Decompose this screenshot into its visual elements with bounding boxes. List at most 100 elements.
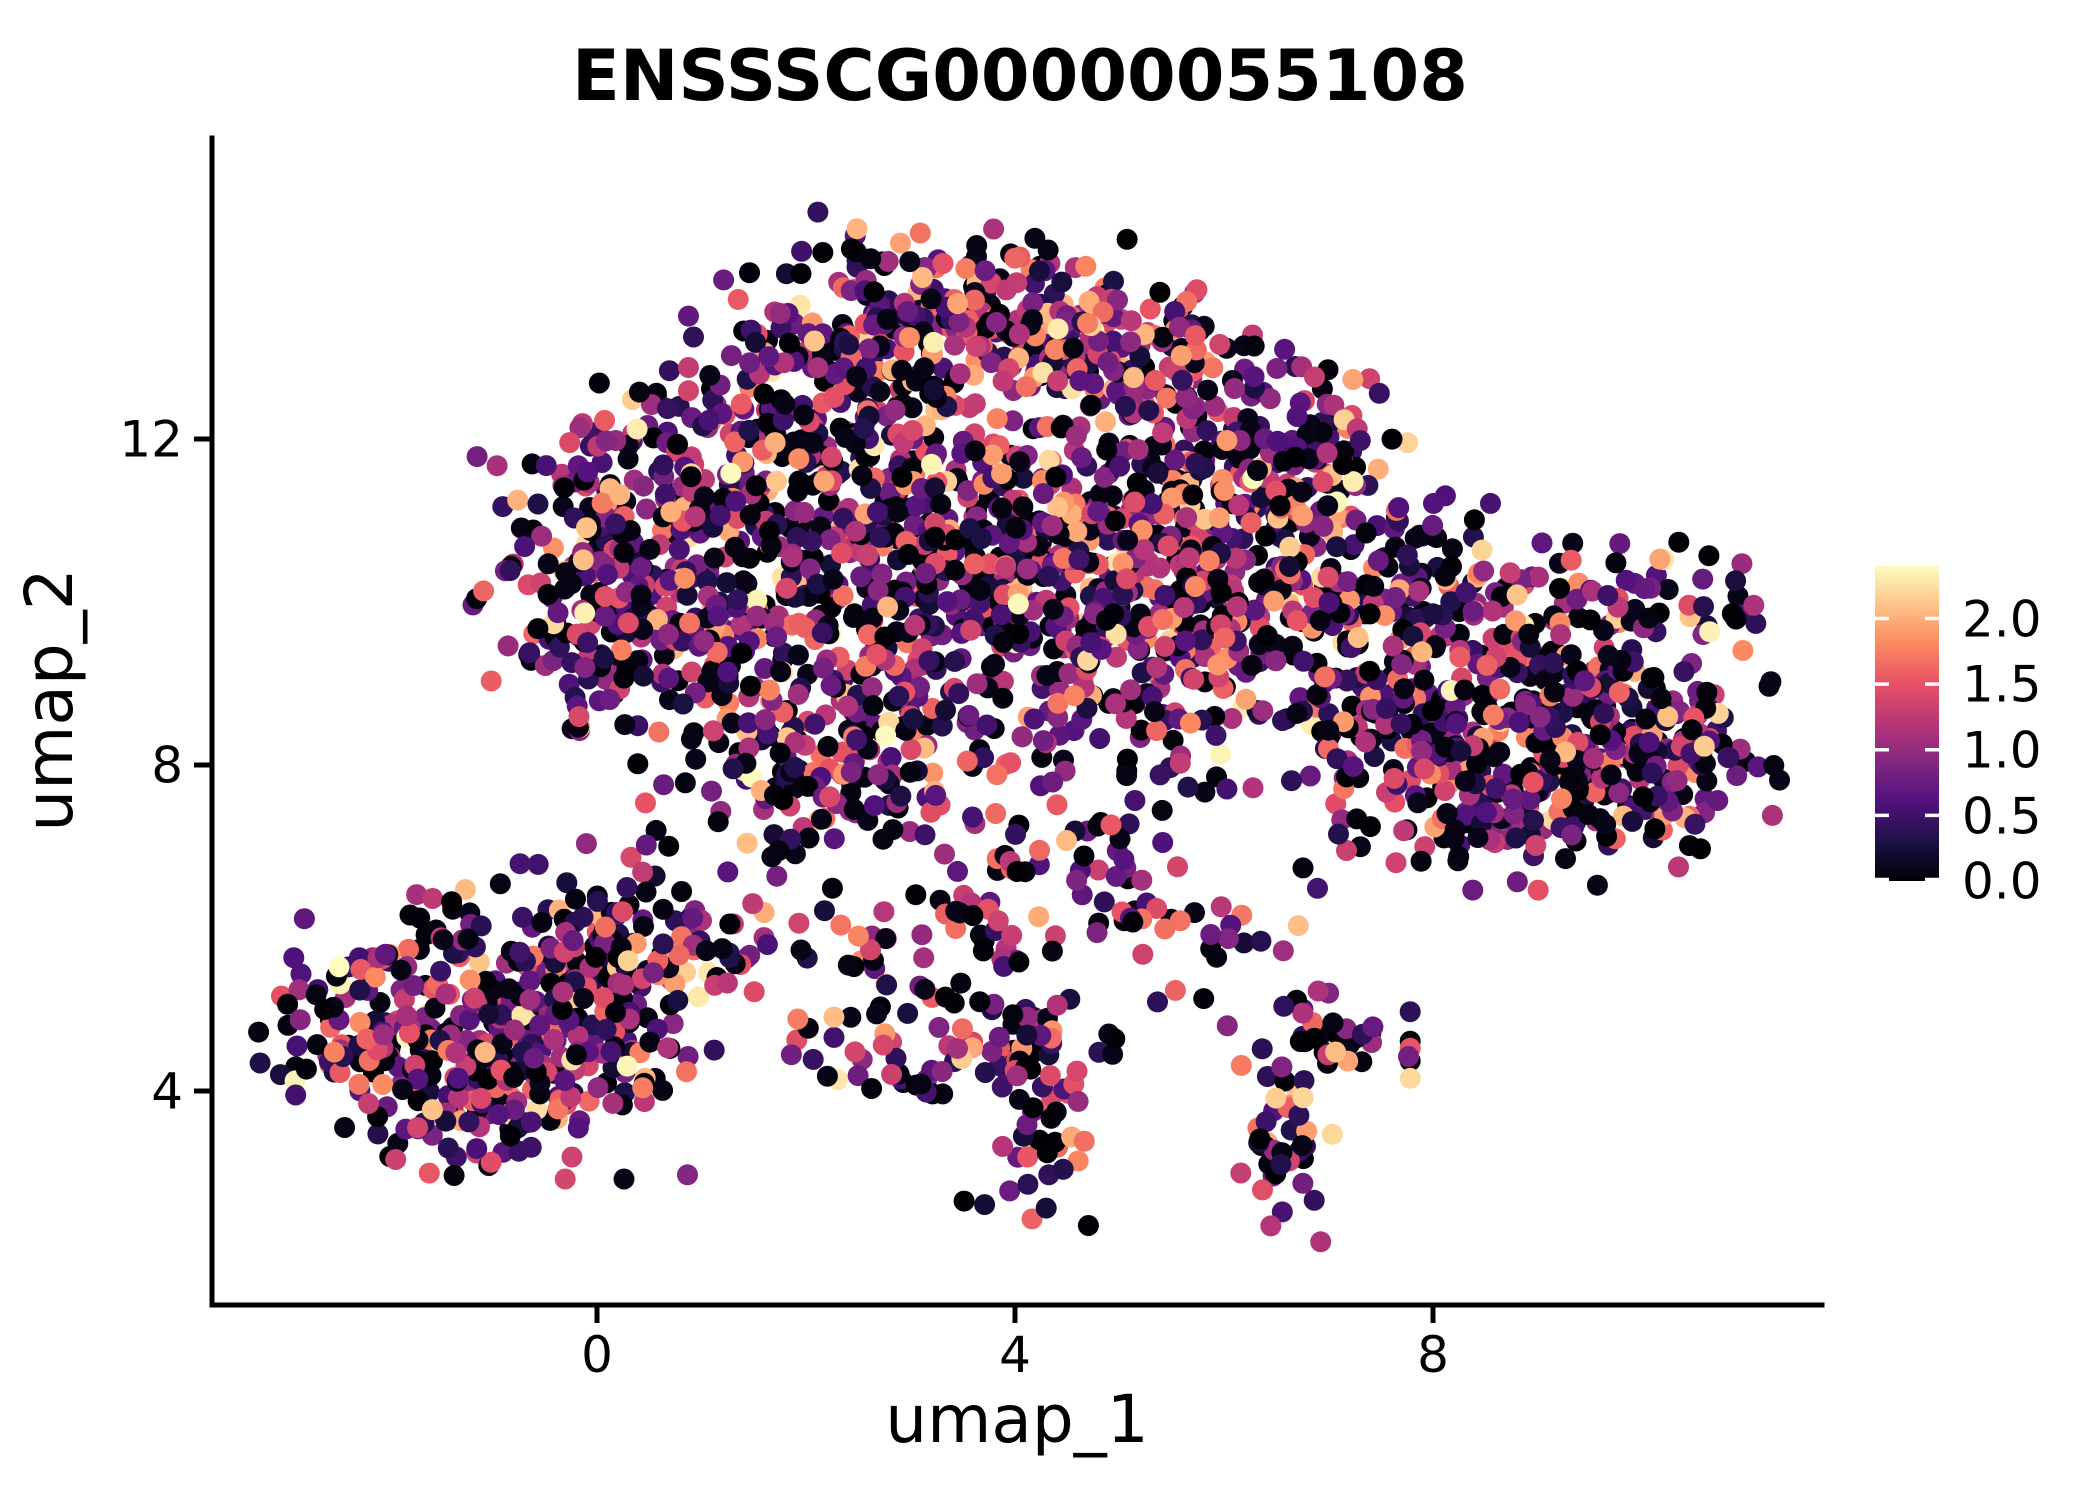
data-point xyxy=(1066,1060,1088,1082)
data-point xyxy=(995,556,1017,578)
data-point xyxy=(766,626,788,648)
data-point xyxy=(1312,471,1334,493)
data-point xyxy=(958,704,980,726)
data-point xyxy=(1046,994,1068,1016)
data-point xyxy=(1038,565,1059,587)
data-point xyxy=(846,729,868,751)
data-point xyxy=(1698,545,1720,567)
data-point xyxy=(1168,316,1190,338)
data-point xyxy=(966,235,988,256)
data-point xyxy=(875,725,897,747)
data-point xyxy=(947,293,969,315)
data-point xyxy=(277,993,299,1015)
data-point xyxy=(1615,569,1637,591)
data-point xyxy=(1240,512,1262,534)
data-point xyxy=(527,493,549,515)
data-point xyxy=(1256,625,1278,647)
data-point xyxy=(1292,1087,1314,1109)
data-point xyxy=(657,398,679,420)
data-point xyxy=(934,843,955,865)
data-point xyxy=(1213,479,1235,501)
data-point xyxy=(912,267,933,288)
data-point xyxy=(713,269,735,291)
data-point xyxy=(1605,552,1627,574)
data-point xyxy=(1131,869,1153,891)
data-point xyxy=(635,498,657,520)
data-point xyxy=(1455,582,1477,604)
data-point xyxy=(770,661,792,683)
data-point xyxy=(1044,338,1066,360)
data-point xyxy=(1152,422,1174,444)
data-point xyxy=(594,605,616,627)
data-point xyxy=(838,334,860,356)
data-point xyxy=(457,928,479,950)
data-point xyxy=(547,602,569,624)
data-point xyxy=(406,884,428,906)
data-point xyxy=(986,408,1008,430)
data-point xyxy=(1063,685,1085,707)
data-point xyxy=(1216,1015,1238,1037)
data-point xyxy=(613,974,635,996)
data-point xyxy=(1116,748,1138,770)
data-point xyxy=(1579,609,1601,631)
data-point xyxy=(437,1137,459,1159)
data-point xyxy=(1092,301,1114,323)
data-point xyxy=(1375,713,1397,735)
data-point xyxy=(787,683,809,705)
data-point xyxy=(1226,596,1248,618)
data-point xyxy=(488,1104,510,1125)
data-point xyxy=(1640,667,1662,689)
data-point xyxy=(1271,1201,1293,1223)
data-point xyxy=(1410,850,1432,872)
data-point xyxy=(458,1111,480,1133)
data-point xyxy=(367,1123,389,1145)
data-point xyxy=(1005,823,1026,845)
data-point xyxy=(1196,420,1218,442)
data-point xyxy=(769,302,791,324)
data-point xyxy=(1002,410,1024,432)
data-point xyxy=(727,288,749,310)
data-point xyxy=(1367,458,1389,480)
data-point xyxy=(948,683,970,704)
data-point xyxy=(846,366,868,387)
data-point xyxy=(880,747,902,768)
data-point xyxy=(739,262,760,284)
data-point xyxy=(721,712,743,734)
data-point xyxy=(639,538,661,560)
data-point xyxy=(1040,1107,1062,1129)
data-point xyxy=(1608,782,1630,804)
data-point xyxy=(1041,940,1063,962)
data-point xyxy=(991,463,1012,485)
data-point xyxy=(925,784,947,806)
data-point xyxy=(600,1041,622,1063)
data-point xyxy=(1087,859,1109,881)
data-point xyxy=(1436,803,1458,824)
data-point xyxy=(1022,292,1044,314)
colorbar-tick-label: 1.5 xyxy=(1962,656,2042,714)
data-point xyxy=(736,573,758,595)
data-point xyxy=(753,383,775,405)
data-point xyxy=(1444,819,1466,841)
data-point xyxy=(1156,387,1178,409)
data-point xyxy=(1028,260,1050,282)
data-point xyxy=(595,430,617,452)
data-point xyxy=(759,520,780,542)
data-point xyxy=(1309,610,1331,631)
data-point xyxy=(1169,910,1191,932)
data-point xyxy=(720,462,742,484)
data-point xyxy=(1120,679,1142,701)
data-point xyxy=(724,536,746,558)
data-point xyxy=(995,279,1017,301)
data-point xyxy=(1473,560,1495,582)
data-point xyxy=(1384,587,1406,608)
data-point xyxy=(1149,281,1171,303)
data-point xyxy=(1115,707,1137,729)
data-point xyxy=(599,689,621,710)
data-point xyxy=(1039,1065,1061,1087)
data-point xyxy=(1249,1128,1271,1150)
data-point xyxy=(1467,827,1489,849)
data-point xyxy=(1760,671,1782,693)
data-point xyxy=(843,799,865,820)
data-point xyxy=(1093,466,1115,488)
